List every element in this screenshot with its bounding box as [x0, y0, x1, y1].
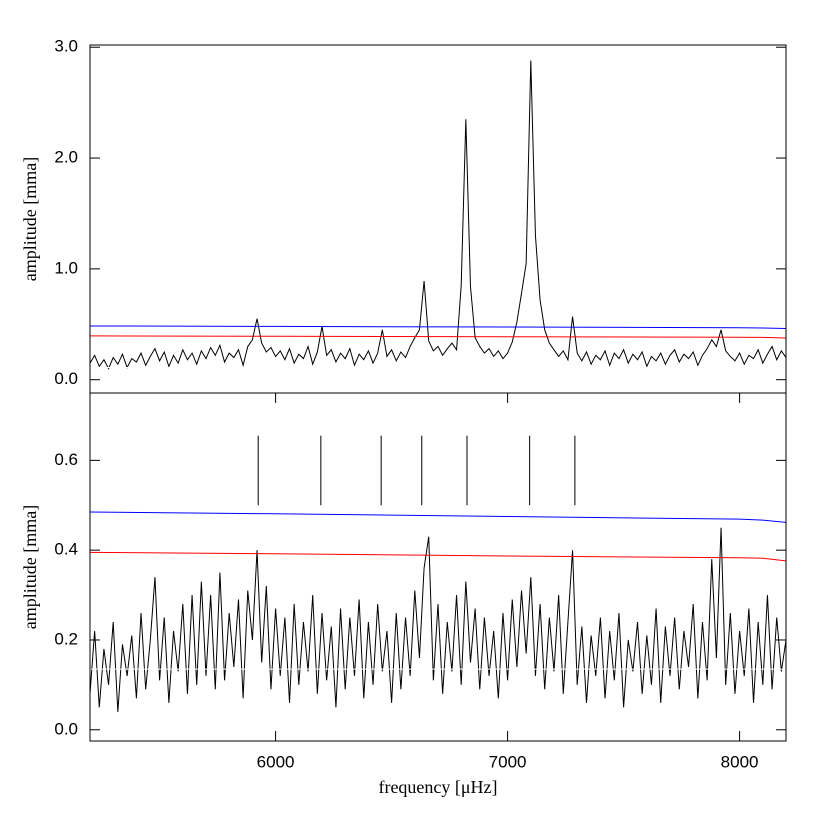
series-line — [90, 60, 786, 370]
y-tick-label: 0.2 — [54, 629, 78, 648]
series-line — [90, 335, 786, 339]
y-tick-label: 3.0 — [54, 37, 78, 56]
x-axis-label: frequency [μHz] — [378, 777, 497, 797]
plot-area — [90, 60, 786, 370]
y-tick-label: 2.0 — [54, 148, 78, 167]
y-tick-label: 0.6 — [54, 450, 78, 469]
y-tick-label: 1.0 — [54, 258, 78, 277]
series-line — [90, 551, 786, 562]
x-tick-label: 8000 — [721, 752, 759, 771]
series-line — [90, 511, 786, 523]
x-tick-label: 6000 — [257, 752, 295, 771]
plot-frame — [89, 392, 787, 742]
series-line — [90, 325, 786, 329]
y-tick-label: 0.0 — [54, 719, 78, 738]
series-line — [90, 527, 786, 712]
y-tick-label: 0.0 — [54, 369, 78, 388]
y-axis-label: amplitude [mma] — [20, 157, 40, 281]
plot-frame — [89, 44, 787, 394]
x-tick-label: 7000 — [489, 752, 527, 771]
y-axis-label: amplitude [mma] — [20, 505, 40, 629]
plot-area — [90, 435, 786, 712]
y-tick-label: 0.4 — [54, 540, 78, 559]
